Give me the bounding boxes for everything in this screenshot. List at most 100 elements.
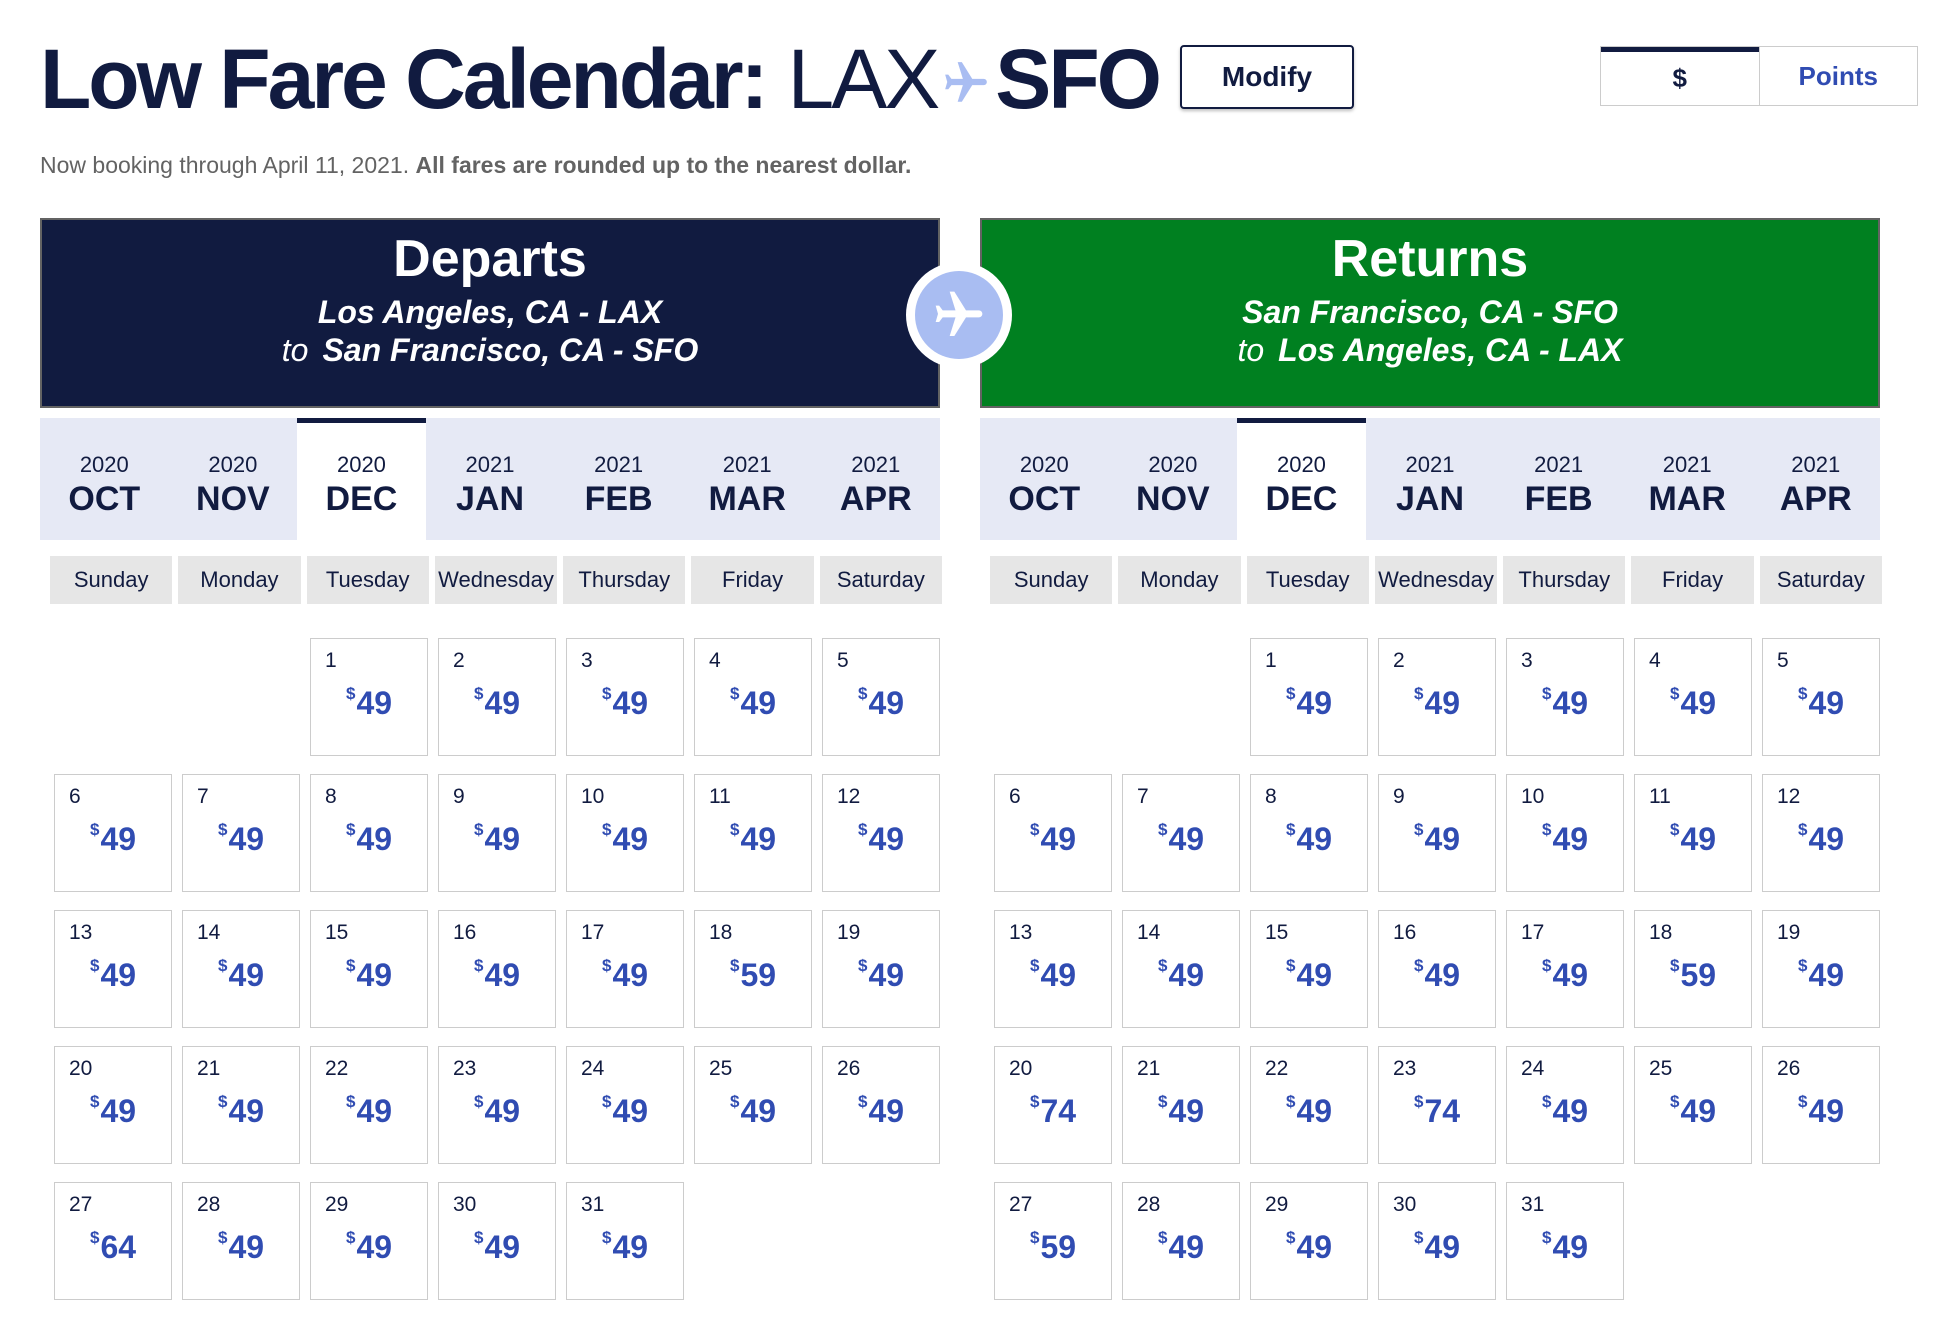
day-cell[interactable]: 3 $49 <box>566 638 684 756</box>
currency-dollars-option[interactable]: $ <box>1601 47 1759 105</box>
day-cell[interactable]: 12 $49 <box>822 774 940 892</box>
month-tab-nov[interactable]: 2020 NOV <box>169 418 298 540</box>
day-cell[interactable]: 14 $49 <box>182 910 300 1028</box>
day-cell[interactable]: 4 $49 <box>1634 638 1752 756</box>
day-cell[interactable]: 30 $49 <box>438 1182 556 1300</box>
month-year: 2021 <box>1662 452 1712 478</box>
day-cell[interactable]: 1 $49 <box>1250 638 1368 756</box>
currency-symbol: $ <box>729 1092 740 1111</box>
page-title-label: Low Fare Calendar: <box>40 32 769 126</box>
day-cell[interactable]: 17 $49 <box>1506 910 1624 1028</box>
day-cell[interactable]: 21 $49 <box>1122 1046 1240 1164</box>
day-cell[interactable]: 27 $59 <box>994 1182 1112 1300</box>
day-cell[interactable]: 23 $74 <box>1378 1046 1496 1164</box>
modify-button[interactable]: Modify <box>1180 45 1354 109</box>
day-cell[interactable]: 10 $49 <box>1506 774 1624 892</box>
day-cell[interactable]: 31 $49 <box>566 1182 684 1300</box>
month-tab-oct[interactable]: 2020 OCT <box>40 418 169 540</box>
returns-to-line: to Los Angeles, CA - LAX <box>1237 331 1622 369</box>
month-tab-oct[interactable]: 2020 OCT <box>980 418 1109 540</box>
day-cell[interactable]: 7 $49 <box>182 774 300 892</box>
day-cell[interactable]: 7 $49 <box>1122 774 1240 892</box>
day-cell[interactable]: 15 $49 <box>310 910 428 1028</box>
day-number: 7 <box>1137 785 1149 808</box>
day-cell[interactable]: 10 $49 <box>566 774 684 892</box>
day-cell[interactable]: 3 $49 <box>1506 638 1624 756</box>
fare-amount: 49 <box>1808 685 1845 721</box>
day-cell[interactable]: 9 $49 <box>438 774 556 892</box>
day-cell[interactable]: 16 $49 <box>438 910 556 1028</box>
day-cell[interactable]: 18 $59 <box>694 910 812 1028</box>
day-cell[interactable]: 20 $49 <box>54 1046 172 1164</box>
day-cell[interactable]: 19 $49 <box>822 910 940 1028</box>
fare-amount: 49 <box>484 685 521 721</box>
currency-points-option[interactable]: Points <box>1758 47 1918 105</box>
month-tab-feb[interactable]: 2021 FEB <box>1494 418 1623 540</box>
day-cell[interactable]: 15 $49 <box>1250 910 1368 1028</box>
fare-amount: 49 <box>1552 1093 1589 1129</box>
day-cell[interactable]: 19 $49 <box>1762 910 1880 1028</box>
day-cell[interactable]: 11 $49 <box>1634 774 1752 892</box>
fare-price: $49 <box>439 821 555 855</box>
day-number: 4 <box>1649 649 1661 672</box>
day-cell[interactable]: 12 $49 <box>1762 774 1880 892</box>
fare-amount: 49 <box>868 1093 905 1129</box>
day-cell[interactable]: 23 $49 <box>438 1046 556 1164</box>
day-cell[interactable]: 30 $49 <box>1378 1182 1496 1300</box>
day-cell[interactable]: 6 $49 <box>54 774 172 892</box>
month-tab-mar[interactable]: 2021 MAR <box>1623 418 1752 540</box>
day-cell[interactable]: 17 $49 <box>566 910 684 1028</box>
day-cell[interactable]: 24 $49 <box>566 1046 684 1164</box>
day-cell[interactable]: 8 $49 <box>1250 774 1368 892</box>
month-tab-dec[interactable]: 2020 DEC <box>297 418 426 540</box>
day-cell[interactable]: 22 $49 <box>310 1046 428 1164</box>
currency-symbol: $ <box>217 820 228 839</box>
day-cell[interactable]: 8 $49 <box>310 774 428 892</box>
currency-symbol: $ <box>601 1228 612 1247</box>
day-cell[interactable]: 13 $49 <box>994 910 1112 1028</box>
month-tab-mar[interactable]: 2021 MAR <box>683 418 812 540</box>
currency-symbol: $ <box>345 820 356 839</box>
day-cell[interactable]: 2 $49 <box>1378 638 1496 756</box>
month-tab-jan[interactable]: 2021 JAN <box>426 418 555 540</box>
day-cell[interactable]: 25 $49 <box>694 1046 812 1164</box>
day-cell[interactable]: 11 $49 <box>694 774 812 892</box>
day-cell[interactable]: 22 $49 <box>1250 1046 1368 1164</box>
day-cell[interactable]: 26 $49 <box>822 1046 940 1164</box>
weekday-wednesday: Wednesday <box>1374 556 1498 604</box>
fare-price: $49 <box>183 1093 299 1127</box>
month-tab-apr[interactable]: 2021 APR <box>1751 418 1880 540</box>
day-cell[interactable]: 20 $74 <box>994 1046 1112 1164</box>
day-cell[interactable]: 28 $49 <box>1122 1182 1240 1300</box>
day-cell[interactable]: 9 $49 <box>1378 774 1496 892</box>
day-cell[interactable]: 4 $49 <box>694 638 812 756</box>
month-tab-apr[interactable]: 2021 APR <box>811 418 940 540</box>
month-year: 2021 <box>594 452 644 478</box>
day-cell[interactable]: 29 $49 <box>1250 1182 1368 1300</box>
day-cell[interactable]: 25 $49 <box>1634 1046 1752 1164</box>
route-destination: SFO <box>995 32 1162 126</box>
day-cell[interactable]: 5 $49 <box>822 638 940 756</box>
day-cell[interactable]: 24 $49 <box>1506 1046 1624 1164</box>
day-cell[interactable]: 27 $64 <box>54 1182 172 1300</box>
day-cell[interactable]: 31 $49 <box>1506 1182 1624 1300</box>
day-cell[interactable]: 21 $49 <box>182 1046 300 1164</box>
day-cell[interactable]: 28 $49 <box>182 1182 300 1300</box>
day-cell[interactable]: 16 $49 <box>1378 910 1496 1028</box>
month-tab-nov[interactable]: 2020 NOV <box>1109 418 1238 540</box>
route-origin: LAX <box>787 32 941 126</box>
day-cell[interactable]: 29 $49 <box>310 1182 428 1300</box>
day-number: 19 <box>1777 921 1801 944</box>
day-cell[interactable]: 1 $49 <box>310 638 428 756</box>
day-cell[interactable]: 18 $59 <box>1634 910 1752 1028</box>
weekday-tuesday: Tuesday <box>1246 556 1369 604</box>
day-cell[interactable]: 26 $49 <box>1762 1046 1880 1164</box>
month-tab-feb[interactable]: 2021 FEB <box>554 418 683 540</box>
month-tab-jan[interactable]: 2021 JAN <box>1366 418 1495 540</box>
day-cell[interactable]: 5 $49 <box>1762 638 1880 756</box>
day-cell[interactable]: 14 $49 <box>1122 910 1240 1028</box>
day-cell[interactable]: 2 $49 <box>438 638 556 756</box>
day-cell[interactable]: 6 $49 <box>994 774 1112 892</box>
month-tab-dec[interactable]: 2020 DEC <box>1237 418 1366 540</box>
day-cell[interactable]: 13 $49 <box>54 910 172 1028</box>
